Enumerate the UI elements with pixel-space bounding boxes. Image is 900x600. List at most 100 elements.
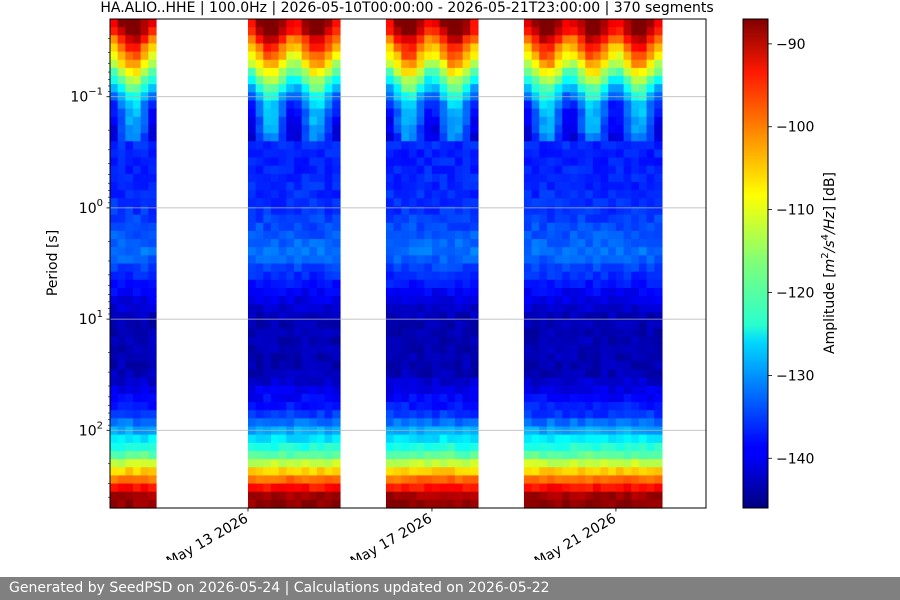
spectrogram-cell [263, 304, 272, 313]
spectrogram-cell [447, 483, 456, 493]
spectrogram-cell [454, 247, 464, 256]
spectrogram-cell [270, 402, 280, 411]
spectrogram-cell [309, 165, 318, 175]
spectrogram-cell [439, 410, 448, 419]
spectrogram-cell [424, 214, 433, 224]
spectrogram-cell [439, 450, 448, 460]
spectrogram-cell [316, 108, 326, 118]
spectrogram-cell [148, 59, 157, 69]
spectrogram-cell [110, 247, 119, 256]
spectrogram-cell [600, 336, 609, 346]
spectrogram-cell [439, 312, 448, 322]
spectrogram-cell [623, 377, 632, 387]
spectrogram-cell [439, 19, 448, 28]
spectrogram-cell [577, 418, 586, 428]
spectrogram-cell [585, 385, 594, 395]
spectrogram-cell [117, 100, 126, 110]
spectrogram-cell [615, 214, 625, 224]
spectrogram-cell [385, 320, 395, 330]
spectrogram-cell [631, 206, 640, 216]
spectrogram-cell [278, 450, 287, 460]
spectrogram-cell [301, 190, 310, 199]
spectrogram-cell [585, 369, 594, 379]
spectrogram-cell [623, 198, 632, 208]
spectrogram-cell [125, 116, 134, 126]
spectrogram-cell [247, 116, 257, 126]
spectrogram-cell [554, 296, 563, 305]
spectrogram-cell [646, 467, 655, 476]
spectrogram-cell [654, 108, 663, 118]
spectrogram-cell [539, 59, 548, 69]
spectrogram-cell [462, 51, 471, 61]
spectrogram-cell [523, 230, 533, 240]
spectrogram-cell [125, 214, 134, 224]
spectrogram-cell [132, 51, 142, 61]
spectrogram-cell [125, 377, 134, 387]
spectrogram-cell [577, 426, 586, 436]
spectrogram-cell [531, 377, 540, 387]
spectrogram-cell [562, 51, 571, 61]
spectrogram-cell [247, 255, 257, 265]
spectrogram-cell [654, 157, 663, 167]
spectrogram-cell [554, 222, 563, 232]
spectrogram-cell [546, 491, 556, 501]
spectrogram-cell [569, 255, 579, 265]
spectrogram-cell [255, 165, 264, 175]
spectrogram-cell [562, 35, 571, 45]
spectrogram-cell [592, 475, 602, 485]
spectrogram-cell [416, 206, 425, 216]
spectrogram-cell [470, 100, 479, 110]
spectrogram-cell [654, 116, 663, 126]
spectrogram-cell [286, 67, 295, 77]
spectrogram-cell [546, 230, 556, 240]
spectrogram-cell [600, 279, 609, 289]
spectrogram-cell [523, 320, 533, 330]
spectrogram-cell [117, 190, 126, 199]
spectrogram-cell [148, 255, 157, 265]
spectrogram-cell [615, 369, 625, 379]
spectrogram-cell [125, 442, 134, 452]
spectrogram-cell [117, 173, 126, 183]
spectrogram-cell [539, 43, 548, 53]
spectrogram-cell [332, 27, 341, 36]
spectrogram-cell [247, 165, 257, 175]
spectrogram-cell [646, 426, 655, 436]
spectrogram-cell [148, 35, 157, 45]
spectrogram-cell [393, 377, 402, 387]
spectrogram-cell [424, 345, 433, 354]
spectrogram-cell [608, 124, 617, 134]
spectrogram-cell [447, 173, 456, 183]
spectrogram-cell [447, 499, 456, 509]
spectrogram-cell [255, 116, 264, 126]
spectrogram-cell [293, 182, 303, 191]
spectrogram-cell [623, 190, 632, 199]
spectrogram-cell [546, 369, 556, 379]
spectrogram-cell [140, 483, 149, 493]
spectrogram-cell [293, 312, 303, 322]
spectrogram-cell [416, 247, 425, 256]
spectrogram-cell [148, 410, 157, 419]
spectrogram-cell [454, 27, 464, 36]
spectrogram-cell [324, 320, 333, 330]
spectrogram-cell [324, 336, 333, 346]
spectrogram-cell [416, 108, 425, 118]
spectrogram-cell [332, 312, 341, 322]
spectrogram-cell [270, 124, 280, 134]
spectrogram-cell [148, 116, 157, 126]
spectrogram-cell [454, 304, 464, 313]
spectrogram-cell [470, 182, 479, 191]
spectrogram-cell [454, 483, 464, 493]
spectrogram-cell [301, 182, 310, 191]
spectrogram-cell [263, 133, 272, 142]
spectrogram-cell [646, 247, 655, 256]
spectrogram-cell [638, 296, 648, 305]
spectrogram-cell [523, 255, 533, 265]
spectrogram-cell [454, 369, 464, 379]
spectrogram-cell [270, 287, 280, 297]
spectrogram-cell [424, 255, 433, 265]
spectrogram-cell [600, 108, 609, 118]
spectrogram-cell [393, 369, 402, 379]
spectrogram-cell [385, 27, 395, 36]
spectrogram-cell [255, 475, 264, 485]
spectrogram-cell [140, 157, 149, 167]
